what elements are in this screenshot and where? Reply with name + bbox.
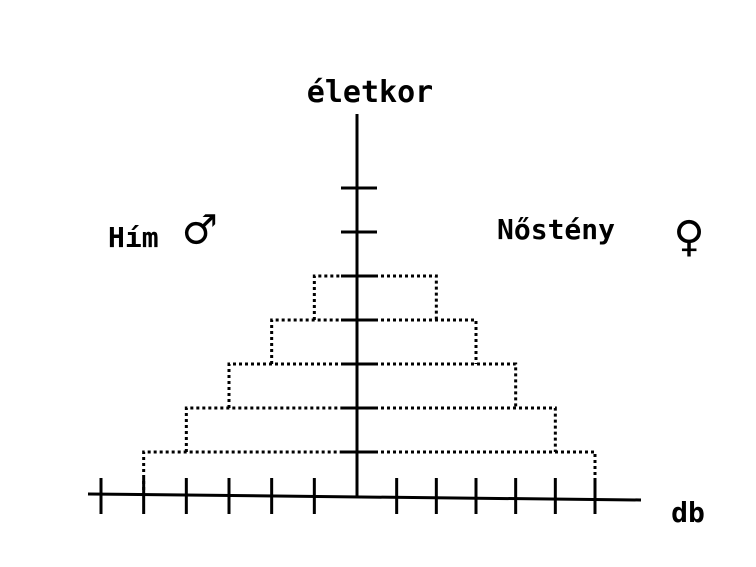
male-bar [184,406,357,452]
male-bar [312,274,357,320]
female-bar [357,406,557,452]
x-axis-label: db [671,496,705,529]
bars-layer [142,274,597,496]
female-bar [357,274,438,320]
male-symbol-icon: ♂ [184,201,215,261]
female-label: Nőstény [497,213,615,246]
male-bar [270,318,357,364]
male-bar [227,362,357,408]
axes-layer [87,114,642,502]
ticks-layer [99,186,597,514]
male-label: Hím [108,221,159,254]
x-axis-line [87,492,642,502]
female-bar [357,450,597,496]
female-symbol-icon: ♀ [673,207,704,267]
female-bar [357,362,518,408]
male-bar [142,450,357,496]
y-axis-label: életkor [307,75,433,110]
female-bar [357,318,478,364]
